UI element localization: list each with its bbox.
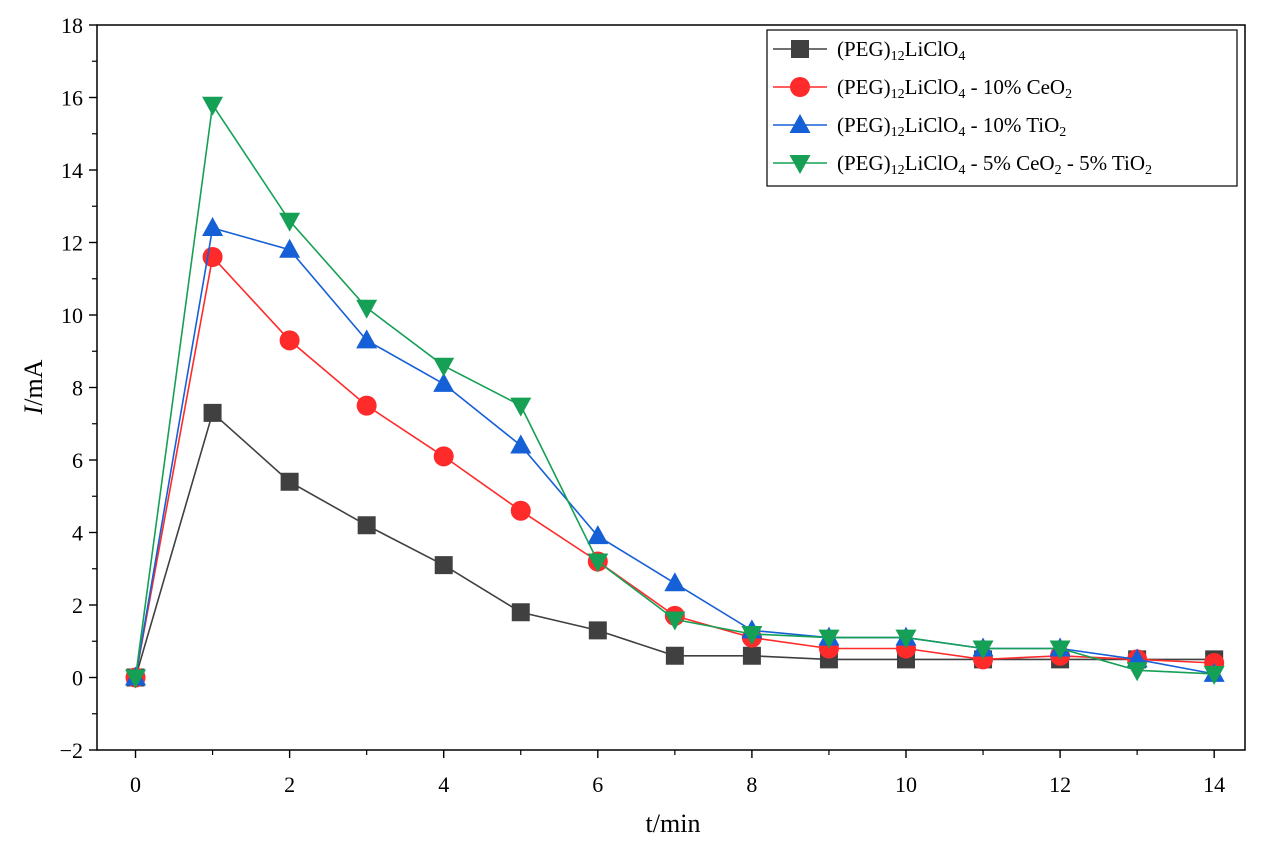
x-tick-label: 0: [130, 772, 141, 797]
data-point: [356, 395, 377, 416]
data-point: [818, 629, 840, 649]
data-point: [972, 640, 994, 660]
series-4: [125, 96, 1225, 689]
data-point: [356, 329, 378, 349]
legend-marker: [789, 114, 811, 133]
y-axis-title-italic: I: [19, 404, 48, 415]
legend-marker: [790, 77, 810, 97]
y-axis-title-unit: /mA: [19, 359, 48, 405]
x-tick-label: 12: [1049, 772, 1071, 797]
legend-box: [766, 29, 1238, 187]
data-point: [742, 646, 761, 665]
x-tick-label: 6: [592, 772, 603, 797]
data-point: [202, 217, 224, 236]
data-point: [510, 500, 531, 521]
y-tick-label: 4: [72, 521, 83, 546]
x-axis: 0 2 4 6 8 10 12 14: [130, 750, 1225, 797]
data-point: [357, 516, 376, 535]
series-line: [134, 102, 1215, 678]
x-tick-label: 10: [895, 772, 917, 797]
data-point: [434, 556, 453, 575]
series-line: [134, 411, 1215, 678]
data-point: [279, 238, 301, 258]
y-tick-label: 16: [61, 86, 83, 111]
x-tick-label: 4: [438, 772, 449, 797]
data-point: [741, 626, 763, 645]
data-point: [433, 446, 454, 467]
legend-label: (PEG)12LiClO4 - 10% CeO2: [837, 75, 1072, 102]
legend-label: (PEG)12LiClO4: [837, 37, 965, 64]
legend-marker: [791, 40, 809, 58]
x-tick-label: 8: [746, 772, 757, 797]
data-point: [664, 611, 686, 631]
y-tick-label: 6: [72, 448, 83, 473]
legend-item: (PEG)12LiClO4: [773, 37, 965, 64]
data-point: [433, 357, 455, 377]
legend-item: (PEG)12LiClO4 - 10% TiO2: [773, 113, 1066, 140]
data-point: [433, 372, 455, 392]
y-tick-label: 18: [61, 13, 83, 38]
data-point: [280, 472, 299, 491]
y-axis-title: I/mA: [19, 359, 48, 415]
y-tick-label: 2: [72, 593, 83, 618]
data-point: [125, 669, 147, 689]
x-axis-title: t/min: [646, 809, 701, 838]
legend-label: (PEG)12LiClO4 - 5% CeO2 - 5% TiO2: [837, 151, 1152, 178]
y-tick-label: 14: [61, 158, 83, 183]
data-point: [587, 553, 609, 573]
x-tick-label: 2: [284, 772, 295, 797]
y-tick-label: 12: [61, 231, 83, 256]
data-point: [665, 646, 684, 665]
y-tick-label: −2: [60, 738, 83, 763]
y-tick-label: 10: [61, 303, 83, 328]
data-point: [664, 572, 686, 592]
y-tick-label: 0: [72, 666, 83, 691]
legend-marker: [789, 155, 811, 174]
series-layer: [125, 96, 1225, 689]
data-point: [279, 212, 301, 232]
data-point: [279, 330, 300, 351]
data-point: [895, 629, 917, 649]
x-tick-label: 14: [1203, 772, 1225, 797]
data-point: [202, 247, 223, 267]
data-point: [203, 403, 222, 422]
data-point: [587, 525, 609, 545]
data-point: [202, 96, 224, 116]
data-point: [1126, 662, 1148, 682]
y-axis: −2 0 2 4 6 8 10 12 14 16 18: [60, 13, 97, 763]
data-point: [1203, 665, 1225, 685]
legend: (PEG)12LiClO4 (PEG)12LiClO4 - 10% CeO2 (PE…: [766, 29, 1238, 187]
data-point: [510, 434, 532, 454]
y-tick-label: 8: [72, 376, 83, 401]
legend-item: (PEG)12LiClO4 - 5% CeO2 - 5% TiO2: [773, 151, 1152, 178]
legend-item: (PEG)12LiClO4 - 10% CeO2: [773, 75, 1072, 102]
data-point: [510, 397, 532, 417]
data-point: [356, 299, 378, 319]
data-point: [1049, 640, 1071, 660]
data-point: [511, 603, 530, 622]
data-point: [588, 621, 607, 640]
legend-label: (PEG)12LiClO4 - 10% TiO2: [837, 113, 1066, 140]
